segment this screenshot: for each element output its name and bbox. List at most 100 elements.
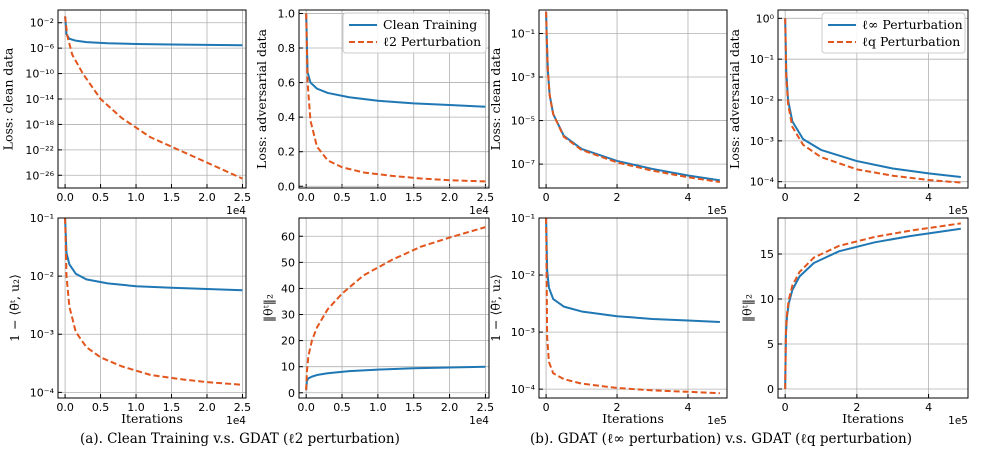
y-tick-label: 0 xyxy=(767,383,774,396)
y-tick-label: 10 xyxy=(760,293,774,306)
x-tick-label: 2.0 xyxy=(198,191,216,204)
plot-frame xyxy=(777,217,969,399)
series-line xyxy=(64,218,243,292)
y-tick-label: 10⁻³ xyxy=(511,71,535,84)
y-tick-label: 50 xyxy=(281,256,295,269)
legend-label: ℓ∞ Perturbation xyxy=(862,17,963,32)
y-tick-label: 0 xyxy=(288,387,295,400)
y-tick-label: 10⁻¹⁰ xyxy=(25,68,54,81)
subplot-b2: 0 2 4 10⁻⁴ 10⁻³ 10⁻² 10⁻¹ 10⁰ 1e5 Loss: adversari… xyxy=(727,9,969,217)
series-line xyxy=(545,11,721,182)
x-tick-label: 2.0 xyxy=(198,401,216,414)
plot-frame xyxy=(538,9,728,189)
x-tick-label: 1.0 xyxy=(127,401,145,414)
y-axis-label: ‖θᵗ‖₂ xyxy=(260,294,275,322)
y-tick-label: 10⁻² xyxy=(750,94,774,107)
subplot-a1: 0.0 0.5 1.0 1.5 2.0 2.5 10⁻²⁶ 10⁻²² 10⁻¹⁸ 10⁻¹⁴ 10… xyxy=(1,9,251,217)
plot-frame xyxy=(777,9,969,189)
caption-b: (b). GDAT (ℓ∞ perturbation) v.s. GDAT (ℓ… xyxy=(530,431,913,447)
x-multiplier: 1e4 xyxy=(226,205,246,217)
x-tick-label: 2 xyxy=(614,401,621,414)
plot-frame xyxy=(298,217,490,399)
x-tick-label: 1.5 xyxy=(163,401,181,414)
plot-frame xyxy=(57,9,247,189)
x-multiplier: 1e4 xyxy=(469,415,489,427)
series-line xyxy=(64,16,243,47)
y-tick-label: 10⁻⁷ xyxy=(511,158,535,171)
x-tick-label: 2.0 xyxy=(441,191,459,204)
plot-frame xyxy=(298,9,490,189)
y-tick-label: 20 xyxy=(281,335,295,348)
y-tick-label: 5 xyxy=(767,338,774,351)
y-tick-label: 10⁻¹⁴ xyxy=(25,93,54,106)
x-tick-label: 2.5 xyxy=(477,401,495,414)
y-tick-label: 10⁻² xyxy=(30,17,54,30)
legend-label: Clean Training xyxy=(383,17,477,32)
series-line xyxy=(545,218,720,395)
y-tick-label: 10⁻³ xyxy=(511,326,535,339)
y-axis-label: ‖θᵗ‖₂ xyxy=(739,294,754,322)
y-tick-label: 15 xyxy=(760,248,774,261)
x-tick-label: 0.0 xyxy=(297,401,315,414)
y-tick-label: 10⁻³ xyxy=(30,328,54,341)
y-tick-label: 0.8 xyxy=(278,42,296,55)
y-tick-label: 10⁻¹ xyxy=(511,212,535,225)
legend: ℓ∞ Perturbation ℓq Perturbation xyxy=(821,12,966,54)
series-line xyxy=(64,218,243,386)
x-tick-label: 2.5 xyxy=(234,401,252,414)
y-tick-label: 10⁻² xyxy=(30,270,54,283)
series-line xyxy=(64,16,243,180)
x-multiplier: 1e5 xyxy=(707,205,727,217)
x-tick-label: 1.0 xyxy=(369,401,387,414)
y-tick-label: 10⁻⁴ xyxy=(750,176,775,189)
legend-label: ℓ2 Perturbation xyxy=(383,34,481,49)
series-line xyxy=(545,218,720,324)
x-tick-label: 4 xyxy=(684,401,691,414)
series-line xyxy=(305,13,486,108)
x-tick-label: 4 xyxy=(925,401,932,414)
legend: Clean Training ℓ2 Perturbation xyxy=(342,12,487,54)
x-tick-label: 0.5 xyxy=(92,191,110,204)
y-tick-label: 30 xyxy=(281,309,295,322)
y-tick-label: 60 xyxy=(281,230,295,243)
x-tick-label: 1.0 xyxy=(127,191,145,204)
y-tick-label: 0.0 xyxy=(278,180,296,193)
subplot-a4: 0.0 0.5 1.0 1.5 2.0 2.5 0 10 20 30 40 50 60 1e4 ‖θᵗ‖₂ xyxy=(260,217,495,427)
subplot-b1: 0 2 4 10⁻⁷ 10⁻⁵ 10⁻³ 10⁻¹ 1e5 Loss: clean data xyxy=(488,9,728,217)
x-axis-label: Iterations xyxy=(121,411,183,426)
series-line xyxy=(784,222,961,390)
x-tick-label: 0 xyxy=(782,191,789,204)
x-tick-label: 1.5 xyxy=(405,191,423,204)
x-tick-label: 1.0 xyxy=(369,191,387,204)
x-multiplier: 1e4 xyxy=(469,205,489,217)
x-multiplier: 1e5 xyxy=(948,415,968,427)
series-line xyxy=(305,226,486,391)
x-tick-label: 1.5 xyxy=(405,401,423,414)
y-tick-label: 10⁻²⁶ xyxy=(25,169,54,182)
y-axis-label: Loss: clean data xyxy=(488,47,503,150)
y-tick-label: 0.6 xyxy=(278,77,296,90)
y-tick-label: 10⁻⁴ xyxy=(511,383,536,396)
series-group xyxy=(64,16,243,180)
x-tick-label: 0.0 xyxy=(56,191,74,204)
series-line xyxy=(305,13,486,183)
y-tick-label: 10⁻² xyxy=(511,269,535,282)
y-tick-label: 10⁰ xyxy=(756,12,775,25)
x-tick-label: 0 xyxy=(543,191,550,204)
y-tick-label: 10⁻¹ xyxy=(30,212,54,225)
y-tick-label: 10⁻¹ xyxy=(511,27,535,40)
x-tick-label: 0.0 xyxy=(297,191,315,204)
x-tick-label: 2 xyxy=(853,401,860,414)
x-tick-label: 0.5 xyxy=(333,401,351,414)
series-group xyxy=(305,226,486,391)
y-tick-label: 10⁻¹⁸ xyxy=(25,118,54,131)
y-axis-label: 1 − ⟨θ̄ᵗ, u₂⟩ xyxy=(7,274,22,342)
caption-a: (a). Clean Training v.s. GDAT (ℓ2 pertur… xyxy=(80,431,400,447)
series-group xyxy=(784,222,961,390)
series-group xyxy=(305,13,486,183)
x-multiplier: 1e5 xyxy=(948,205,968,217)
series-line xyxy=(784,227,961,390)
series-group xyxy=(545,218,720,395)
y-axis-label: Loss: clean data xyxy=(1,47,16,150)
x-tick-label: 2 xyxy=(853,191,860,204)
